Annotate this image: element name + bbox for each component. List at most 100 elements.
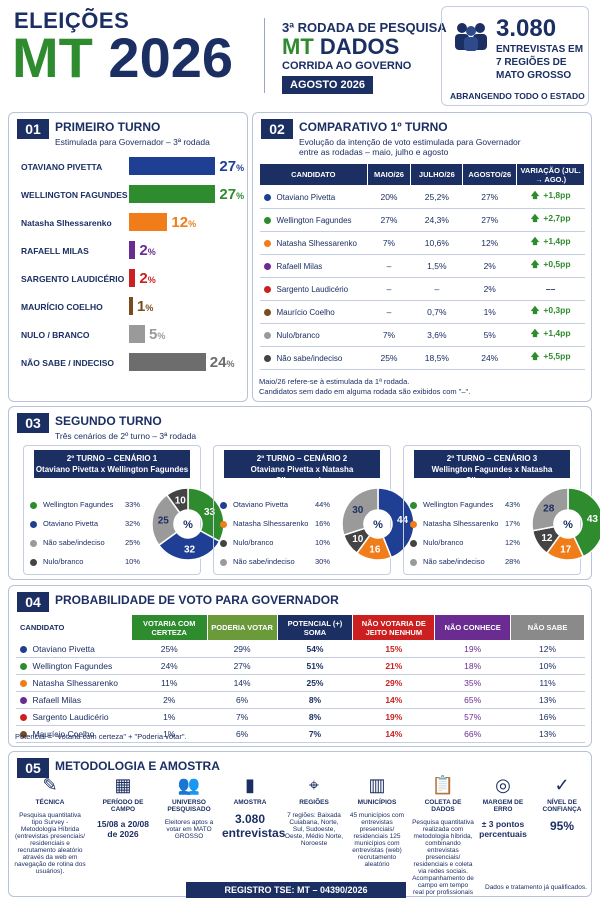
value-cell: 8% [277, 691, 353, 709]
variation-cell: 🡅 +2,7pp [516, 208, 585, 232]
value-cell: 27% [462, 185, 517, 209]
candidate-name: Sargento Laudicério [276, 284, 349, 294]
interviews-label: ENTREVISTAS EM 7 REGIÕES DE MATO GROSSO [496, 44, 584, 81]
value-cell: 12% [462, 231, 517, 255]
legend-value-number: 16 [315, 519, 324, 528]
percent-sign: % [133, 500, 141, 509]
color-dot [30, 539, 37, 547]
candidate-name: Otaviano Pivetta [32, 644, 95, 654]
value-cell: 2% [131, 691, 208, 709]
section-vote-probability: 04 PROBABILIDADE DE VOTO PARA GOVERNADOR… [8, 585, 592, 747]
percent-sign: % [188, 219, 197, 229]
column-header: NÃO SABE [510, 614, 585, 641]
up-arrow-icon: 🡅 [530, 328, 540, 338]
value-cell: 57% [434, 708, 511, 726]
methodology-text: ± 3 pontos percentuais [479, 819, 527, 839]
donut-slice-label: 30 [352, 505, 364, 516]
scenario-card: 2º TURNO – CENÁRIO 1 Otaviano Pivetta x W… [23, 445, 225, 575]
column-header: POTENCIAL (+) SOMA [276, 614, 354, 641]
value-cell: 7% [207, 708, 278, 726]
column-header: PODERIA VOTAR [206, 614, 278, 641]
color-dot [220, 558, 227, 566]
methodology-text: 7 regiões: Baixada Cuiabana, Norte, Sul,… [284, 812, 344, 847]
legend-value-number: 10 [315, 538, 324, 547]
legend-item: Wellington Fagundes 43% [410, 500, 530, 509]
up-arrow-icon: 🡅 [530, 351, 540, 361]
percent-sign: % [513, 519, 521, 528]
value-cell: 15% [352, 640, 435, 658]
value-cell: 2% [462, 254, 517, 278]
methodology-title: MARGEM DE ERRO [482, 799, 524, 813]
percent-sign: % [157, 331, 166, 341]
scenario-header: 2º TURNO – CENÁRIO 2 Otaviano Pivetta x N… [224, 450, 380, 485]
bar-value: 1% [137, 298, 153, 315]
bar [129, 241, 136, 259]
variation-cell: –– [516, 277, 585, 301]
percent-sign: % [133, 519, 141, 528]
value-cell: 7% [277, 725, 353, 743]
brand-dados: DADOS [319, 34, 400, 59]
value-cell: 10,6% [410, 231, 463, 255]
legend-item: Otaviano Pivetta 44% [220, 500, 340, 509]
legend-value: 17% [505, 519, 520, 528]
bar-value: 27% [219, 158, 244, 175]
methodology-icon: ✎ [42, 775, 58, 795]
up-arrow-icon: 🡅 [530, 213, 540, 223]
bar-row: MAURÍCIO COELHO 1% [21, 297, 251, 317]
legend-item: Nulo/branco 12% [410, 538, 530, 547]
methodology-text: 45 municípios com entrevistas presenciai… [349, 812, 405, 868]
variation-value: –– [545, 284, 556, 294]
donut-slice-label: 32 [184, 544, 196, 555]
legend-value-number: 17 [505, 519, 514, 528]
color-dot [410, 539, 417, 547]
percent-sign: % [323, 519, 331, 528]
value-cell: 54% [277, 640, 353, 658]
methodology-icon: ▦ [114, 775, 132, 795]
bar [129, 213, 168, 231]
section-second-round: 03 SEGUNDO TURNO Três cenários de 2º tur… [8, 406, 600, 580]
candidate-name: Wellington Fagundes [32, 661, 113, 671]
value-cell: 8% [277, 708, 353, 726]
legend-item: Nulo/branco 10% [30, 557, 150, 566]
percent-sign: % [513, 538, 521, 547]
methodology-text: 95% [549, 819, 575, 833]
color-dot [220, 520, 227, 528]
percent-sign: % [226, 359, 235, 369]
value-cell: 14% [352, 691, 435, 709]
value-cell: 5% [462, 323, 517, 347]
legend-value: 44% [315, 500, 330, 509]
methodology-item: ✓ NÍVEL DE CONFIANÇA 95% [534, 775, 590, 833]
value-cell: 24% [131, 657, 208, 675]
bar-value-number: 27 [219, 186, 237, 203]
bar-value-number: 1 [137, 298, 146, 315]
methodology-icon: ◎ [495, 775, 511, 795]
candidate-name: WELLINGTON FAGUNDES [21, 190, 128, 200]
legend-value: 10% [125, 557, 140, 566]
value-cell: 29% [207, 640, 278, 658]
methodology-icon: ⌖ [308, 775, 320, 795]
header-divider [264, 18, 265, 93]
column-header: MAIO/26 [366, 163, 412, 186]
section-subtitle: Estimulada para Governador – 3ª rodada [55, 137, 210, 147]
value-cell: 51% [277, 657, 353, 675]
color-dot [19, 646, 27, 654]
bar-row: OTAVIANO PIVETTA 27% [21, 157, 251, 177]
table-row: Maurício Coelho –0,7% 1% 🡅 +0,3pp [259, 300, 585, 324]
bar [129, 325, 145, 343]
percent-sign: % [323, 557, 331, 566]
table-note-2: Candidatos sem dado em alguma rodada são… [259, 387, 471, 396]
donut-slice-label: 10 [352, 534, 364, 545]
table-row: Natasha Slhessarenko 11% 14% 25% 29% 35% 11% [15, 674, 585, 692]
candidate-name: Maurício Coelho [276, 307, 335, 317]
value-cell: 20% [367, 185, 411, 209]
header: ELEIÇÕES MT 2026 3ª RODADA DE PESQUISA M… [0, 0, 600, 108]
value-cell: 27% [462, 208, 517, 232]
legend-label: Wellington Fagundes [43, 500, 114, 509]
legend-item: Otaviano Pivetta 32% [30, 519, 150, 528]
scenario-matchup: Otaviano Pivetta x Wellington Fagundes [35, 465, 189, 474]
color-dot [263, 308, 271, 316]
table-note-1: Maio/26 refere-se à estimulada da 1ª rod… [259, 377, 410, 386]
percent-sign: % [133, 557, 141, 566]
value-cell: 1,5% [410, 254, 463, 278]
legend-value-number: 12 [505, 538, 514, 547]
